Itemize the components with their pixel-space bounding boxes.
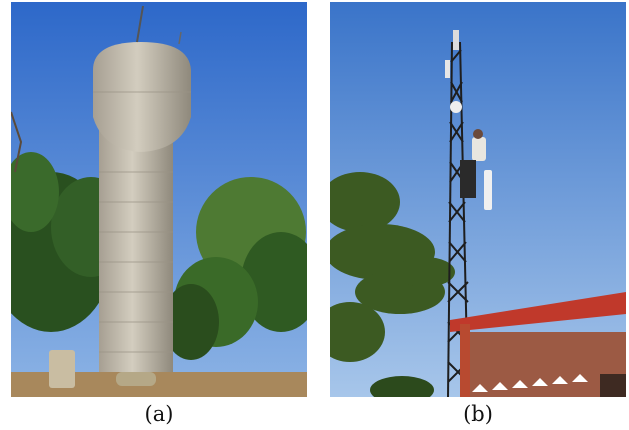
- photo-antenna-mast: [330, 2, 626, 397]
- water-tower: [93, 5, 191, 388]
- antenna-mast-image: [330, 2, 626, 397]
- barrel: [49, 350, 75, 388]
- caption-a: (a): [144, 402, 174, 426]
- photo-water-tower: [11, 2, 307, 397]
- right-trees: [163, 177, 307, 360]
- antenna-panel: [445, 60, 450, 78]
- antenna-top: [453, 30, 459, 50]
- building: [450, 292, 626, 397]
- distant-tree: [370, 376, 434, 397]
- antenna-dish: [450, 101, 462, 113]
- tree-branches: [330, 172, 455, 362]
- technician: [460, 129, 492, 210]
- pipe: [116, 372, 156, 386]
- water-tower-image: [11, 2, 307, 397]
- caption-b: (b): [463, 402, 493, 426]
